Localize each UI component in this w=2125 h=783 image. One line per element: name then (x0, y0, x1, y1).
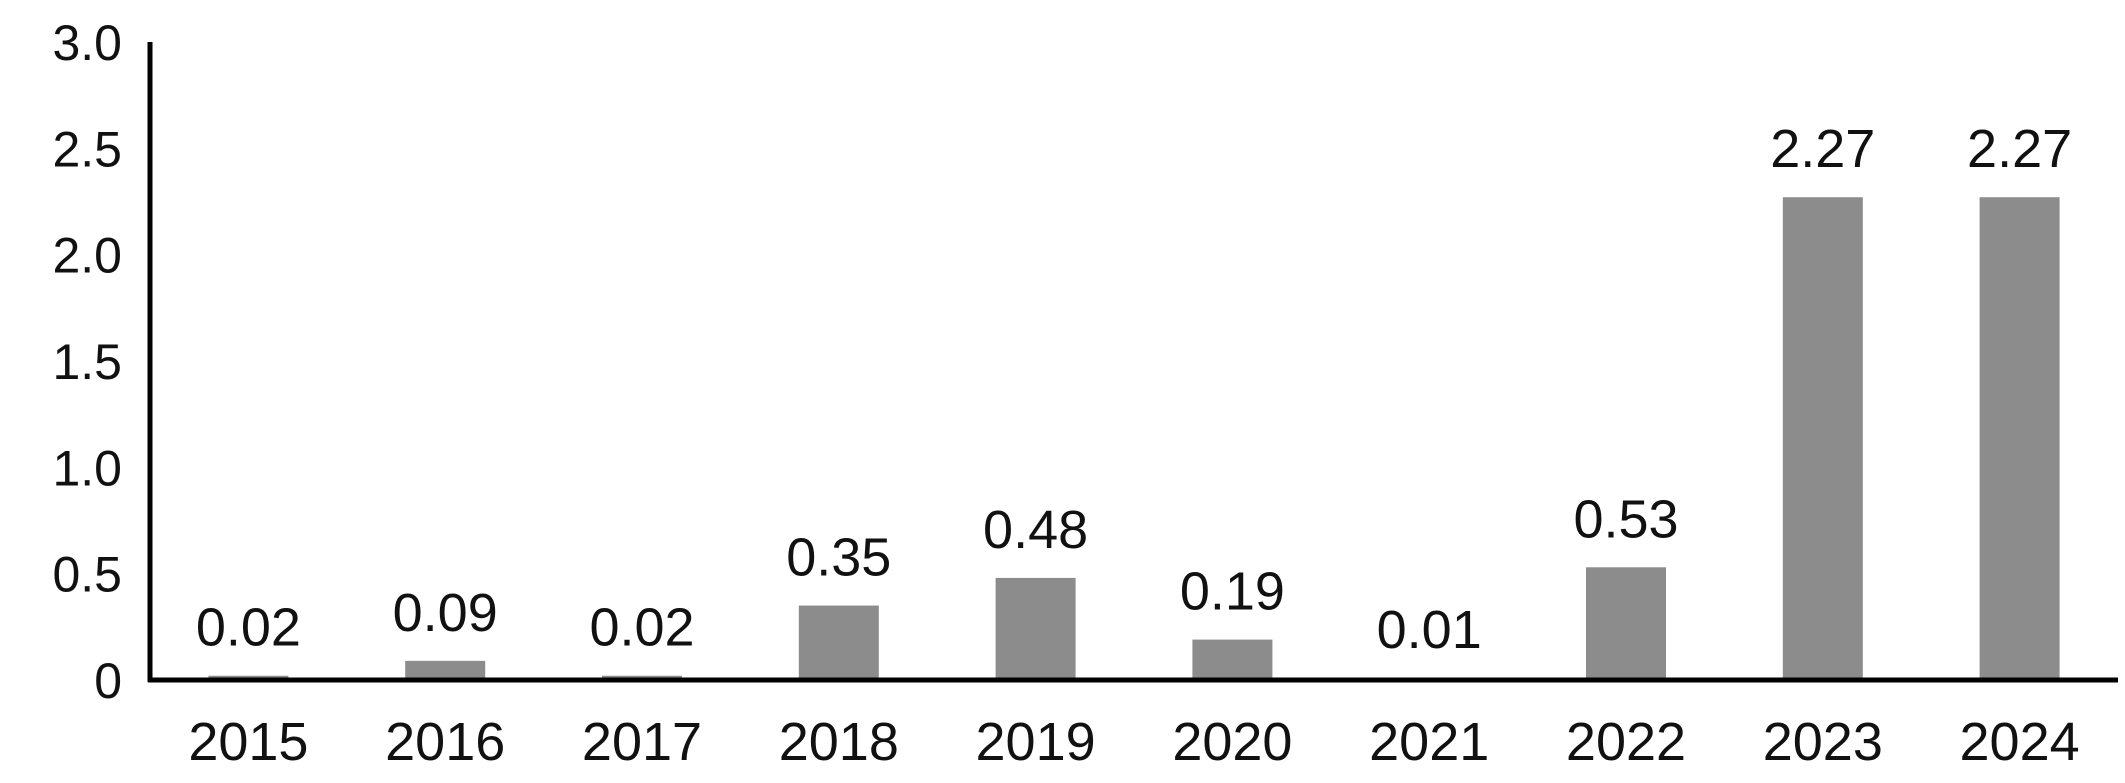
x-tick-label: 2016 (385, 712, 505, 772)
y-tick-label: 3.0 (52, 15, 122, 71)
y-tick-label: 2.0 (52, 228, 122, 284)
data-label: 2.27 (1770, 119, 1875, 179)
bars (208, 197, 2060, 680)
x-tick-label: 2022 (1566, 712, 1686, 772)
bar (1979, 197, 2060, 680)
y-tick-label: 1.5 (52, 334, 122, 390)
x-tick-label: 2021 (1369, 712, 1489, 772)
data-label: 2.27 (1967, 119, 2072, 179)
y-tick-label: 1.0 (52, 440, 122, 496)
x-tick-label: 2015 (188, 712, 308, 772)
x-tick-label: 2020 (1172, 712, 1292, 772)
x-axis-ticks: 2015 2016 2017 2018 2019 2020 2021 2022 2023 2024 (188, 712, 2079, 772)
x-tick-label: 2017 (582, 712, 702, 772)
data-label: 0.02 (589, 598, 694, 658)
x-tick-label: 2019 (976, 712, 1096, 772)
bar (405, 660, 486, 680)
x-tick-label: 2018 (779, 712, 899, 772)
y-tick-label: 2.5 (52, 121, 122, 177)
x-tick-label: 2024 (1960, 712, 2080, 772)
data-label: 0.19 (1180, 562, 1285, 622)
y-tick-label: 0.5 (52, 547, 122, 603)
data-labels: 0.02 0.09 0.02 0.35 0.48 0.19 0.01 0.53 2.27 2.27 (196, 119, 2072, 660)
data-label: 0.35 (786, 528, 891, 588)
bar (1586, 567, 1666, 680)
y-tick-label: 0 (94, 653, 122, 709)
bar (1192, 639, 1273, 680)
bar (1782, 197, 1863, 680)
x-tick-label: 2023 (1763, 712, 1883, 772)
y-axis-ticks: 0 0.5 1.0 1.5 2.0 2.5 3.0 (52, 15, 122, 709)
data-label: 0.01 (1377, 600, 1482, 660)
bar (798, 605, 879, 680)
data-label: 0.02 (196, 598, 301, 658)
bar (995, 577, 1076, 680)
data-label: 0.09 (393, 583, 498, 643)
data-label: 0.53 (1573, 489, 1678, 549)
data-label: 0.48 (983, 500, 1088, 560)
